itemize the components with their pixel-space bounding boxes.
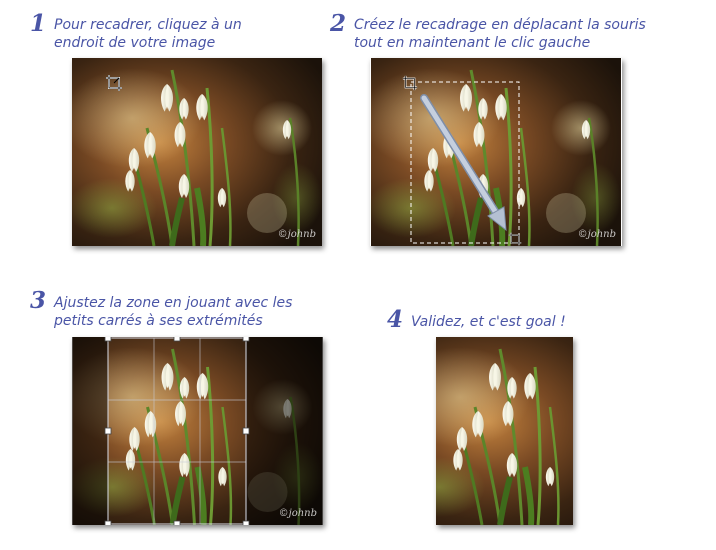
crop-handle-bottom[interactable] (173, 520, 181, 525)
step-2-text: Créez le recadrage en déplacant la souri… (354, 17, 646, 51)
watermark: ©johnb (577, 229, 616, 240)
step-3-text: Ajustez la zone en jouant avec les petit… (54, 295, 293, 329)
step-3-photo: ©johnb (72, 337, 323, 525)
watermark: ©johnb (278, 508, 317, 519)
step-4-number: 4 (387, 306, 404, 333)
crop-icon (106, 75, 122, 91)
crop-handle-bottom-right[interactable] (242, 520, 250, 525)
step-4-text: Validez, et c'est goal ! (411, 314, 566, 330)
crop-selection[interactable] (107, 337, 247, 525)
crop-handle-top[interactable] (173, 337, 181, 342)
step-2-photo: ©johnb (370, 58, 622, 246)
step-2-number: 2 (330, 10, 347, 37)
step-3-number: 3 (30, 287, 47, 314)
crop-handle-top-left[interactable] (104, 337, 112, 342)
step-4-photo (436, 337, 573, 525)
step-1-photo: ©johnb (72, 58, 322, 246)
arrow-icon (420, 94, 507, 232)
step-1-number: 1 (30, 10, 47, 37)
crop-selection[interactable] (410, 81, 520, 244)
crop-handle-left[interactable] (104, 427, 112, 435)
crop-cursor-icon (508, 232, 522, 246)
crop-handle-right[interactable] (242, 427, 250, 435)
step-1-text: Pour recadrer, cliquez à un endroit de v… (54, 17, 242, 51)
crop-handle-top-right[interactable] (242, 337, 250, 342)
crop-icon (402, 75, 418, 91)
watermark: ©johnb (277, 229, 316, 240)
crop-handle-bottom-left[interactable] (104, 520, 112, 525)
